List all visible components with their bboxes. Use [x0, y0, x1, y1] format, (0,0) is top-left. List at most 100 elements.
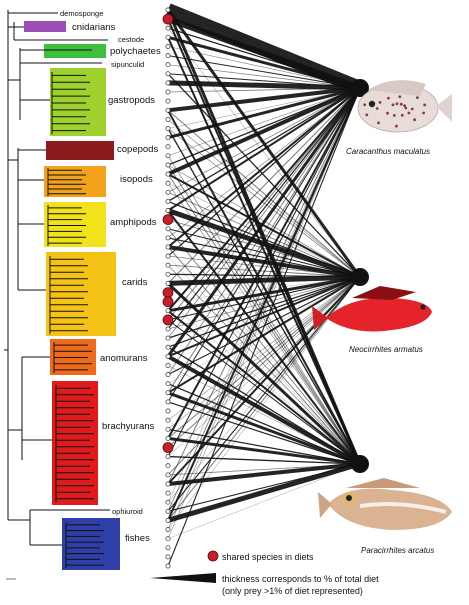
- diet-link: [167, 55, 361, 89]
- diet-link: [167, 87, 361, 93]
- diet-link: [167, 87, 361, 567]
- diet-link: [167, 276, 361, 476]
- prey-node: [165, 226, 171, 232]
- label-demosponge: demosponge: [60, 9, 104, 18]
- diet-link: [167, 276, 361, 430]
- prey-node: [165, 490, 171, 496]
- prey-node: [165, 271, 171, 277]
- prey-node: [165, 135, 171, 141]
- prey-node-column: [162, 7, 174, 569]
- label-cnidarians: cnidarians: [72, 22, 116, 33]
- prey-node: [165, 517, 171, 523]
- diet-link: [167, 87, 361, 339]
- prey-node: [165, 62, 171, 68]
- diet-link: [167, 276, 361, 348]
- diet-link: [167, 276, 361, 394]
- prey-node: [165, 44, 171, 49]
- prey-node: [165, 25, 171, 31]
- shared-prey-node: [162, 296, 174, 308]
- diet-link: [166, 16, 362, 91]
- label-polychaetes: polychaetes: [110, 46, 161, 57]
- diet-link: [167, 276, 361, 339]
- diet-link: [167, 87, 361, 539]
- label-fishes: fishes: [125, 533, 150, 544]
- predator-node-2: [351, 268, 369, 286]
- prey-node: [165, 107, 171, 113]
- tree-clade-gastropods: [51, 72, 90, 134]
- diet-link: [167, 87, 361, 485]
- prey-node: [165, 435, 171, 441]
- diet-link: [166, 9, 362, 278]
- diet-link: [167, 87, 361, 439]
- diet-link: [167, 87, 361, 457]
- diet-link: [167, 255, 361, 278]
- diet-link: [167, 219, 361, 278]
- prey-node: [165, 499, 171, 505]
- prey-node: [165, 481, 171, 487]
- diet-link: [167, 87, 361, 202]
- tree-clade-brachyurans: [55, 385, 94, 502]
- prey-node: [165, 208, 171, 213]
- fish-neocirrhites-eye: [420, 304, 426, 310]
- prey-node: [165, 353, 171, 359]
- label-copepods: copepods: [117, 144, 159, 155]
- diet-link: [167, 87, 361, 530]
- label-brachyurans: brachyurans: [102, 421, 155, 432]
- prey-node: [165, 563, 171, 569]
- fish-spot: [395, 124, 398, 128]
- diet-link: [167, 463, 361, 539]
- prey-node: [165, 372, 171, 378]
- diet-link: [167, 80, 361, 91]
- diet-link: [167, 401, 361, 465]
- fish-spot: [403, 104, 406, 108]
- label-sipunculid: sipunculid: [111, 60, 145, 69]
- tree-clade-carids: [49, 256, 88, 334]
- fish-spot: [363, 103, 367, 107]
- fish-neocirrhites-tail: [312, 306, 328, 330]
- fish-spot: [375, 107, 379, 110]
- fish-spot: [407, 111, 411, 115]
- prey-node: [165, 527, 171, 532]
- prey-node: [165, 162, 171, 168]
- prey-node: [165, 116, 171, 122]
- diet-link: [167, 64, 361, 89]
- diet-link: [167, 87, 361, 157]
- diet-link: [167, 455, 361, 465]
- diet-link: [167, 87, 361, 239]
- tree-branch-5: [8, 356, 52, 460]
- diet-link: [167, 183, 361, 278]
- prey-node: [165, 180, 171, 186]
- diet-link: [167, 276, 361, 512]
- diet-link: [167, 87, 361, 284]
- prey-node: [165, 408, 171, 414]
- diet-link: [167, 228, 361, 465]
- prey-node: [165, 262, 171, 268]
- tree-clade-amphipods: [47, 205, 86, 246]
- prey-node: [165, 253, 171, 259]
- prey-node: [165, 34, 171, 40]
- diet-link: [167, 109, 361, 465]
- diet-link: [167, 35, 361, 90]
- diet-link: [167, 87, 361, 375]
- prey-node: [165, 335, 171, 341]
- prey-node: [165, 417, 171, 423]
- prey-node: [165, 7, 171, 13]
- diet-link: [167, 87, 361, 394]
- fish-caracanthus-tail: [436, 94, 452, 122]
- fish-spot: [422, 111, 425, 115]
- shared-prey-node: [162, 442, 174, 453]
- prey-node: [165, 189, 171, 195]
- diet-link: [167, 87, 361, 330]
- diet-link: [167, 301, 361, 465]
- prey-node: [165, 80, 171, 86]
- fish-neocirrhites-dorsal: [352, 286, 416, 300]
- fish-spot: [400, 113, 404, 117]
- shared-prey-node: [162, 314, 174, 326]
- fish-spot: [392, 114, 396, 117]
- prey-node: [165, 390, 171, 396]
- diet-link: [167, 255, 361, 465]
- prey-node: [165, 53, 171, 59]
- label-gastropods: gastropods: [108, 95, 156, 106]
- diet-link: [167, 191, 361, 278]
